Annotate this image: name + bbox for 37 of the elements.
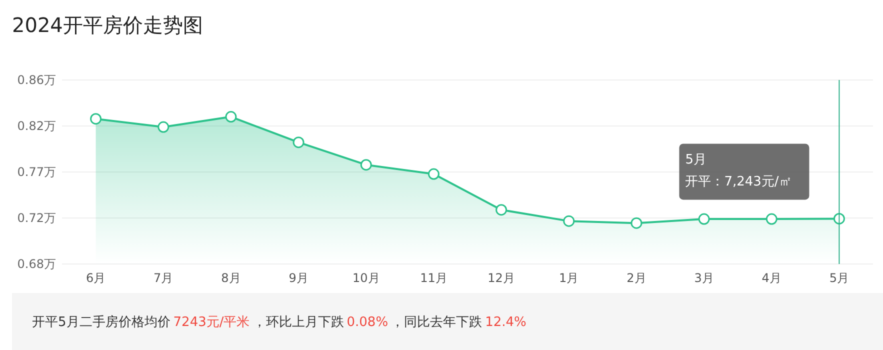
text: 开平5月二手房价格均价 xyxy=(32,314,170,330)
text: 7243元/平米 xyxy=(173,315,250,330)
point xyxy=(292,136,304,148)
x-tick-label: 5月 xyxy=(829,271,850,285)
point xyxy=(428,168,440,180)
text: ，同比去年下跌 xyxy=(391,315,482,330)
y-tick-label: 0.72万 xyxy=(17,211,56,225)
y-tick-label: 0.82万 xyxy=(17,119,56,133)
point xyxy=(766,213,778,225)
point xyxy=(225,111,237,123)
x-tick-label: 7月 xyxy=(154,271,174,285)
chart-title: 2024开平房价走势图 xyxy=(12,13,203,37)
y-tick-label: 0.86万 xyxy=(17,73,56,87)
annotation: 5月 xyxy=(685,152,706,168)
point xyxy=(698,213,710,225)
x-tick-label: 4月 xyxy=(762,271,782,285)
point xyxy=(630,217,642,229)
y-tick-label: 0.77万 xyxy=(17,165,56,179)
point xyxy=(158,121,170,133)
point xyxy=(563,215,575,227)
x-tick-label: 1月 xyxy=(559,271,579,285)
x-tick-label: 11月 xyxy=(420,271,448,285)
point xyxy=(496,204,508,216)
x-tick-label: 6月 xyxy=(86,271,106,285)
x-tick-label: 8月 xyxy=(221,271,241,285)
x-tick-label: 10月 xyxy=(352,271,380,285)
x-tick-label: 9月 xyxy=(288,271,308,285)
point xyxy=(90,113,102,125)
text: 12.4% xyxy=(485,315,526,330)
x-tick-label: 12月 xyxy=(488,271,515,285)
point xyxy=(360,159,372,171)
x-tick-label: 2月 xyxy=(626,271,646,285)
y-tick-label: 0.68万 xyxy=(17,257,56,271)
text: ，环比上月下跌 xyxy=(252,315,344,330)
x-tick-label: 3月 xyxy=(694,271,714,285)
text: 0.08% xyxy=(346,315,388,330)
annotation: 开平：7,243元/㎡ xyxy=(685,174,792,190)
